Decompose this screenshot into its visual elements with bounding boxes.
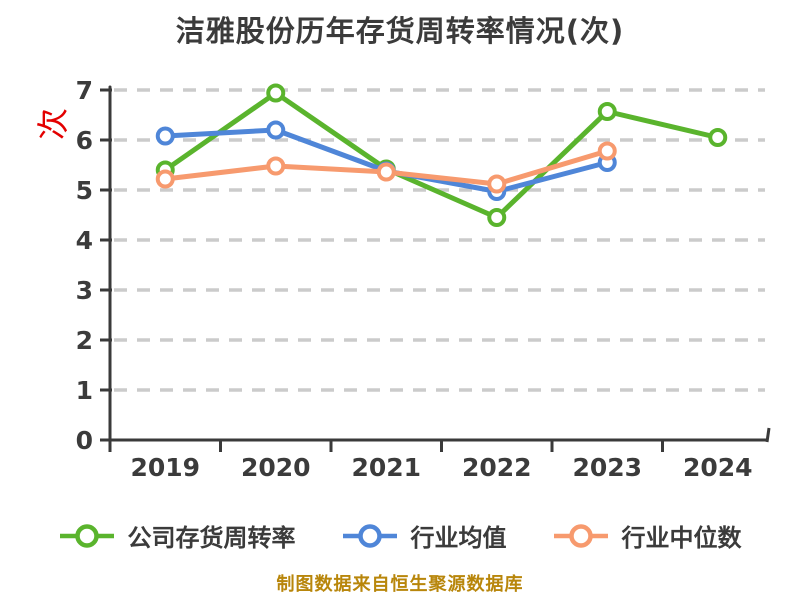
x-tick-label: 2019 — [130, 453, 200, 482]
y-tick-label: 3 — [76, 276, 93, 305]
legend-marker-industry-median-icon — [553, 523, 608, 548]
y-tick-label: 6 — [76, 126, 93, 155]
y-tick-label: 0 — [76, 426, 93, 455]
legend-marker-company-icon — [59, 523, 114, 548]
legend-label-industry-average: 行业均值 — [410, 524, 507, 552]
data-point — [266, 156, 286, 176]
legend-item-industry-median: 行业中位数 — [553, 518, 742, 553]
y-tick-label: 7 — [76, 76, 93, 105]
data-point — [155, 126, 175, 146]
data-point — [487, 174, 507, 194]
legend: 公司存货周转率 行业均值 行业中位数 — [0, 518, 800, 553]
series-line-0 — [162, 90, 721, 220]
x-tick-label: 2021 — [351, 453, 421, 482]
data-point — [266, 120, 286, 140]
x-tick-label: 2024 — [683, 453, 753, 482]
y-tick-label: 4 — [76, 226, 93, 255]
y-tick-label: 1 — [76, 376, 93, 405]
legend-label-industry-median: 行业中位数 — [621, 524, 742, 552]
legend-label-company: 公司存货周转率 — [127, 524, 296, 552]
x-tick-label: 2020 — [241, 453, 311, 482]
data-point — [376, 162, 396, 182]
data-point — [708, 128, 728, 147]
data-point — [597, 141, 617, 161]
legend-item-industry-average: 行业均值 — [342, 518, 507, 553]
data-point — [487, 208, 507, 227]
chart-title: 洁雅股份历年存货周转率情况(次) — [175, 14, 625, 48]
y-tick-label: 5 — [76, 176, 93, 205]
plot-area: 0 1 2 3 4 5 6 7 2019 2020 2021 2022 2023 2024 — [76, 76, 771, 482]
y-tick-label: 2 — [76, 326, 93, 355]
x-tick-label: 2023 — [572, 453, 642, 482]
legend-marker-industry-average-icon — [342, 523, 397, 548]
x-tick-label: 2022 — [462, 453, 532, 482]
data-source-note: 制图数据来自恒生聚源数据库 — [276, 574, 524, 595]
data-point — [597, 102, 617, 121]
data-point — [155, 169, 175, 189]
data-point — [266, 83, 286, 103]
legend-item-company-turnover: 公司存货周转率 — [59, 518, 296, 553]
